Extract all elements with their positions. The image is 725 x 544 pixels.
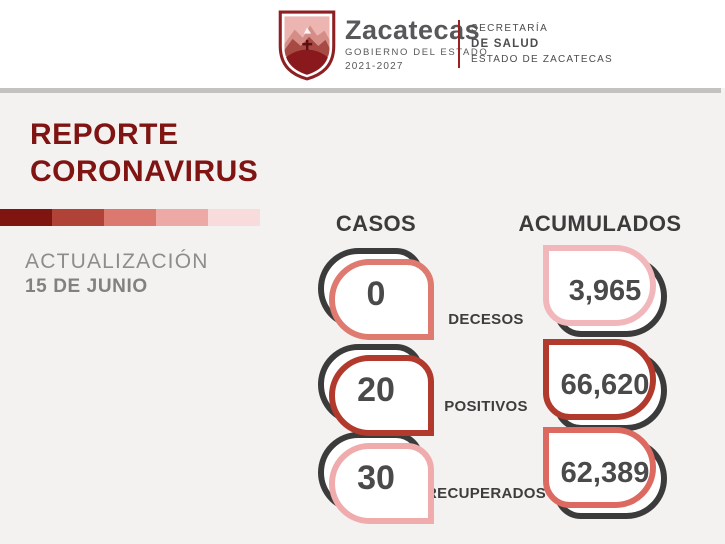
org-line3: ESTADO DE ZACATECAS xyxy=(471,54,613,65)
acumulados-badge-recuperados: 62,389 xyxy=(543,427,667,519)
acumulados-badge-positivos: 66,620 xyxy=(543,339,667,431)
gradient-segment xyxy=(208,209,260,226)
badge-shadow xyxy=(329,355,434,436)
header-separator xyxy=(0,88,721,93)
badge-shadow xyxy=(329,443,434,524)
casos-value-recuperados: 30 xyxy=(357,458,395,497)
brand-name: Zacatecas xyxy=(345,15,481,45)
casos-badge-positivos: 20 xyxy=(318,344,434,436)
row-label-recuperados: RECUPERADOS xyxy=(426,485,546,502)
badge-shadow xyxy=(543,339,656,420)
casos-value-decesos: 0 xyxy=(366,274,386,313)
badge-shadow xyxy=(543,427,656,508)
header-divider xyxy=(458,20,460,68)
header-bar: Zacatecas GOBIERNO DEL ESTADO 2021-2027 … xyxy=(0,0,725,88)
gradient-segment xyxy=(0,209,52,226)
badge-shadow xyxy=(543,245,656,326)
gradient-segment xyxy=(52,209,104,226)
gradient-segment xyxy=(156,209,208,226)
page-title-line2: CORONAVIRUS xyxy=(30,155,259,188)
color-gradient-bar xyxy=(0,209,260,226)
column-header-casos: CASOS xyxy=(335,211,417,236)
brand-block: Zacatecas GOBIERNO DEL ESTADO 2021-2027 xyxy=(345,16,488,72)
casos-value-positivos: 20 xyxy=(357,370,395,409)
update-date: 15 DE JUNIO xyxy=(25,276,148,297)
page-title: REPORTE CORONAVIRUS xyxy=(30,116,258,190)
update-label: ACTUALIZACIÓN xyxy=(25,250,209,273)
acumulados-value-positivos: 66,620 xyxy=(560,368,650,401)
org-line1: SECRETARÍA xyxy=(471,23,549,34)
gradient-segment xyxy=(104,209,156,226)
casos-badge-recuperados: 30 xyxy=(318,432,434,524)
page-title-line1: REPORTE xyxy=(30,118,179,151)
state-shield-logo xyxy=(278,10,336,81)
org-line2: DE SALUD xyxy=(471,38,540,50)
org-block: SECRETARÍA DE SALUD ESTADO DE ZACATECAS xyxy=(471,23,613,65)
casos-badge-decesos: 0 xyxy=(318,248,434,340)
acumulados-value-recuperados: 62,389 xyxy=(560,456,650,489)
brand-years: 2021-2027 xyxy=(345,61,404,72)
brand-subtitle: GOBIERNO DEL ESTADO xyxy=(345,47,489,58)
acumulados-badge-decesos: 3,965 xyxy=(543,245,667,337)
badge-shadow xyxy=(329,259,434,340)
column-header-acumulados: ACUMULADOS xyxy=(518,211,682,236)
acumulados-value-decesos: 3,965 xyxy=(568,274,642,307)
row-label-positivos: POSITIVOS xyxy=(444,398,528,415)
row-label-decesos: DECESOS xyxy=(448,311,524,328)
